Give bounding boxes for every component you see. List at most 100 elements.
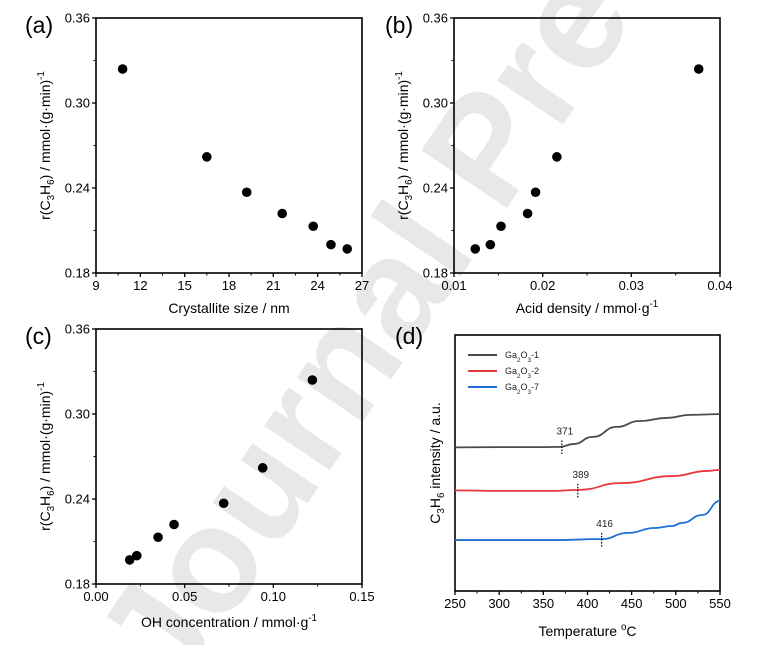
data-point	[131, 550, 142, 561]
data-point	[277, 208, 288, 219]
series-line	[454, 413, 721, 449]
data-point	[124, 555, 135, 565]
label-segment: 6	[46, 179, 57, 185]
x-tick-label: 0.03	[619, 278, 644, 293]
series-line	[455, 499, 721, 541]
label-segment: r(C	[395, 200, 411, 219]
y-tick-label: 0.18	[65, 266, 90, 281]
label-segment: -1	[394, 71, 405, 80]
y-axis-label: C3H6 intensity / a.u.	[427, 402, 447, 523]
label-segment: Acid density / mmol·g	[516, 300, 650, 316]
data-point	[496, 221, 506, 232]
label-segment: H	[37, 496, 53, 506]
y-tick-label: 0.24	[65, 181, 90, 196]
x-tick-label: 0.02	[530, 278, 555, 293]
data-point	[202, 152, 212, 162]
label-segment: O	[521, 350, 528, 360]
chart-panel-c: (c) 0.00 0.05 0.10 0.15 0.18 0.24 0.30 0.36 OH co…	[25, 322, 375, 631]
y-tick-label: 0.18	[423, 266, 448, 281]
data-point	[308, 221, 319, 232]
label-segment: Ga	[505, 382, 517, 392]
x-tick-label: 18	[222, 278, 236, 293]
x-tick-label: 27	[355, 278, 369, 293]
series-line	[454, 469, 721, 492]
label-segment: Temperature	[538, 623, 620, 639]
label-segment: 2	[517, 389, 521, 396]
x-tick-label: 0.00	[83, 589, 108, 604]
y-tick-label: 0.30	[65, 407, 90, 422]
label-segment: 3	[528, 357, 532, 364]
y-tick-label: 0.24	[423, 181, 448, 196]
x-axis-label: Acid density / mmol·g-1	[516, 299, 659, 316]
legend-entry: Ga2O3-7	[505, 382, 539, 396]
y-axis-label: r(C3H6) / mmol·(g·min)-1	[36, 71, 57, 220]
chart-panel-b: (b) 0.01 0.02 0.03 0.04 0.18 0.24 0.30 0.36 Acid …	[385, 11, 733, 317]
x-tick-label: 0.10	[261, 589, 286, 604]
label-segment: O	[521, 366, 528, 376]
label-segment: -2	[531, 366, 539, 376]
panel-label: (a)	[25, 12, 53, 38]
label-segment: C	[626, 623, 636, 639]
x-axis-label: Crystallite size / nm	[168, 300, 289, 316]
y-tick-label: 0.36	[423, 11, 448, 26]
y-tick-label: 0.36	[65, 322, 90, 337]
label-segment: O	[521, 382, 528, 392]
label-segment: ) / mmol·(g·min)	[395, 80, 411, 180]
x-tick-label: 550	[709, 596, 731, 611]
data-point	[241, 187, 252, 198]
label-segment: -1	[36, 382, 47, 391]
onset-label: 389	[572, 470, 589, 481]
x-tick-label: 500	[665, 596, 687, 611]
label-segment: Ga	[505, 366, 517, 376]
x-tick-label: 24	[310, 278, 324, 293]
label-segment: 3	[436, 508, 447, 514]
label-segment: 3	[404, 194, 415, 200]
panel-label: (b)	[385, 12, 413, 38]
label-segment: Crystallite size / nm	[168, 300, 289, 316]
x-tick-label: 0.05	[172, 589, 197, 604]
legend-entry: Ga2O3-1	[505, 350, 539, 364]
data-point	[693, 64, 704, 74]
label-segment: -7	[531, 382, 539, 392]
x-tick-label: 0.04	[707, 278, 732, 293]
label-segment: r(C	[37, 200, 53, 219]
label-segment: 2	[517, 357, 521, 364]
data-point	[522, 208, 533, 219]
x-axis-label: Temperature oC	[538, 622, 636, 639]
data-point	[307, 375, 318, 385]
data-point	[470, 244, 481, 254]
y-tick-label: 0.24	[65, 492, 90, 507]
x-tick-label: 21	[266, 278, 280, 293]
chart-panel-a: (a) 9 12 15 18 21 24 27 0.18 0.24 0.30 0.36 Crystall…	[25, 11, 369, 317]
data-point	[552, 152, 562, 162]
label-segment: 3	[46, 194, 57, 200]
onset-label: 371	[557, 426, 574, 437]
label-segment: -1	[308, 613, 317, 624]
legend-entry: Ga2O3-2	[505, 366, 539, 380]
label-segment: r(C	[37, 511, 53, 530]
y-axis-label: r(C3H6) / mmol·(g·min)-1	[36, 382, 57, 531]
label-segment: Ga	[505, 350, 517, 360]
x-tick-label: 0.15	[349, 589, 374, 604]
y-tick-label: 0.30	[65, 96, 90, 111]
label-segment: ) / mmol·(g·min)	[37, 80, 53, 180]
x-tick-label: 0.01	[441, 278, 466, 293]
onset-label: 416	[596, 519, 613, 530]
y-tick-label: 0.36	[65, 11, 90, 26]
label-segment: -1	[650, 299, 659, 310]
data-point	[530, 187, 541, 198]
data-point	[485, 239, 496, 250]
x-tick-label: 350	[532, 596, 554, 611]
label-segment: intensity / a.u.	[427, 402, 443, 492]
panel-label: (d)	[395, 323, 423, 349]
label-segment: H	[395, 185, 411, 195]
label-segment: OH concentration / mmol·g	[141, 614, 308, 630]
label-segment: -1	[531, 350, 539, 360]
data-point	[326, 239, 336, 250]
label-segment: 3	[46, 505, 57, 511]
data-point	[342, 244, 353, 254]
data-point	[153, 532, 163, 543]
data-point	[218, 498, 229, 509]
x-tick-label: 450	[621, 596, 643, 611]
